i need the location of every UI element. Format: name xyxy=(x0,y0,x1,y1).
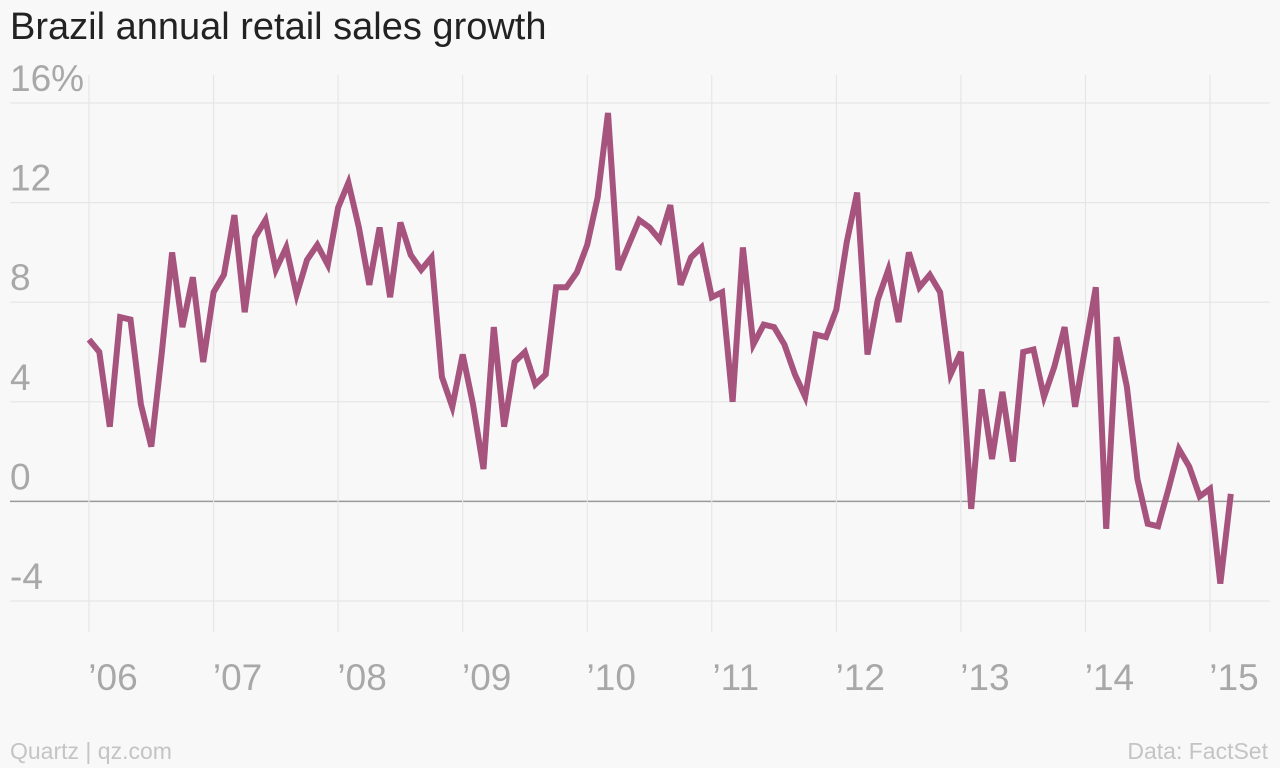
x-tick-label: ’06 xyxy=(88,657,137,698)
y-tick-label: 4 xyxy=(10,357,31,398)
footer-source: Data: FactSet xyxy=(1127,738,1268,764)
footer-credit: Quartz | qz.com xyxy=(10,738,172,764)
x-tick-label: ’08 xyxy=(337,657,386,698)
y-axis: 16% 12 8 4 0 -4 xyxy=(10,58,84,597)
series-layer xyxy=(86,112,1234,584)
x-tick-label: ’14 xyxy=(1085,657,1134,698)
x-tick-label: ’12 xyxy=(836,657,885,698)
x-axis: ’06 ’07 ’08 ’09 ’10 ’11 ’12 ’13 ’14 ’15 xyxy=(88,657,1258,698)
y-tick-label: 0 xyxy=(10,456,31,497)
x-tick-label: ’07 xyxy=(213,657,262,698)
y-tick-label: 16% xyxy=(10,58,84,99)
y-tick-label: 8 xyxy=(10,257,31,298)
x-tick-label: ’15 xyxy=(1209,657,1258,698)
chart-title: Brazil annual retail sales growth xyxy=(10,6,547,48)
x-tick-label: ’10 xyxy=(587,657,636,698)
y-tick-label: -4 xyxy=(10,556,43,597)
x-tick-label: ’09 xyxy=(462,657,511,698)
series-line xyxy=(86,112,1234,584)
x-tick-label: ’13 xyxy=(960,657,1009,698)
y-tick-label: 12 xyxy=(10,158,51,199)
grid-layer xyxy=(10,75,1270,632)
x-tick-label: ’11 xyxy=(712,657,759,698)
